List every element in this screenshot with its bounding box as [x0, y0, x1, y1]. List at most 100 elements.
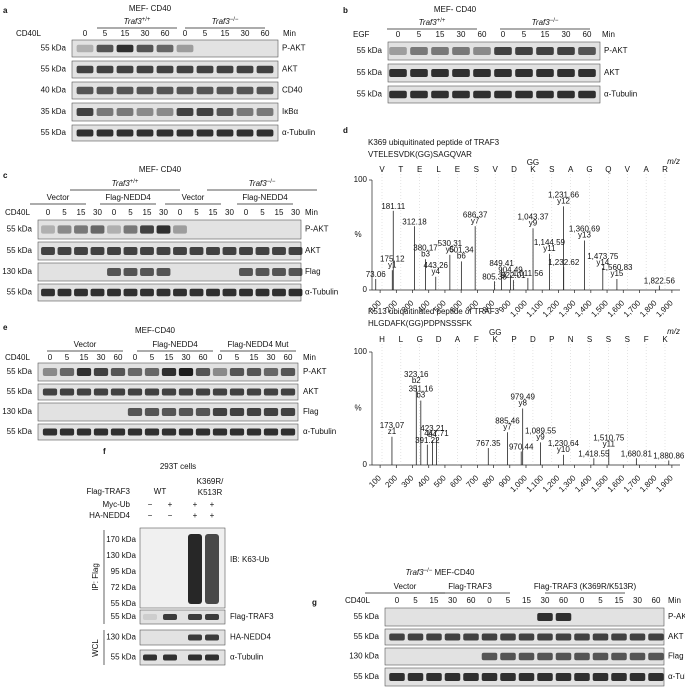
kda-label: 55 kDa: [41, 44, 67, 53]
unit-label: Min: [305, 208, 318, 217]
peak-label: 1,560.83: [601, 263, 633, 272]
peak-label: 323.16: [404, 370, 429, 379]
lane-label: 15: [436, 30, 445, 39]
peak-label: 686.37: [463, 210, 488, 219]
ladder-residue: A: [643, 165, 649, 174]
band: [74, 247, 88, 255]
ion-label: y7: [471, 216, 480, 225]
ladder-residue: G: [586, 165, 592, 174]
band: [407, 673, 424, 681]
band: [255, 268, 270, 276]
ladder-residue: A: [568, 165, 574, 174]
gene: Traf3: [419, 18, 438, 27]
blot: [387, 41, 601, 61]
band: [481, 652, 498, 661]
band: [537, 613, 553, 621]
lane-label: 5: [65, 353, 70, 362]
band: [463, 673, 479, 681]
genotype-sup: −/−: [230, 17, 239, 23]
band: [229, 368, 245, 376]
kda-label: 130 kDa: [349, 652, 379, 661]
band: [93, 428, 109, 436]
lane-label: 60: [161, 29, 170, 38]
x-tick-label: 1,100: [525, 298, 546, 319]
band: [74, 288, 88, 297]
lane-label: 5: [598, 596, 603, 605]
lane-label: 5: [260, 208, 265, 217]
lane-label: 15: [615, 596, 624, 605]
peak-label: 423.21: [420, 424, 445, 433]
peak-label: 1,822.56: [644, 277, 676, 286]
lane-label: 5: [128, 208, 133, 217]
peak-label: 73.06: [366, 270, 387, 279]
x-tick-label: 1,900: [654, 473, 675, 494]
band: [263, 368, 279, 376]
peak-label: 1,144.59: [534, 238, 566, 247]
lane-label: 60: [652, 596, 661, 605]
ion-label: y9: [536, 433, 545, 442]
y-tick-label: 0: [363, 460, 368, 469]
protein-label: α-Tubulin: [668, 672, 685, 681]
kda-label: 55 kDa: [41, 65, 67, 74]
genotype-sup: +/+: [142, 17, 151, 23]
band: [96, 108, 114, 116]
band: [473, 47, 491, 55]
band: [629, 652, 646, 661]
band: [178, 408, 194, 416]
protein-label: P-AKT: [282, 44, 306, 53]
panel-title: MEF- CD40: [139, 165, 182, 174]
y-tick-label: 0: [363, 285, 368, 294]
band: [537, 673, 553, 681]
genotype: Traf3−/−: [532, 18, 559, 28]
band: [555, 652, 572, 661]
x-tick-label: 1,000: [508, 298, 529, 319]
band: [195, 408, 211, 416]
band: [212, 408, 228, 416]
band: [592, 633, 609, 641]
genotype: Traf3+/+: [124, 17, 151, 27]
blot: [139, 609, 226, 625]
subgroup-label: Vector: [74, 340, 97, 349]
band: [123, 288, 138, 297]
band: [156, 288, 171, 297]
lane-label: 0: [83, 29, 88, 38]
band: [136, 108, 154, 116]
lane-label: 15: [77, 208, 86, 217]
ladder-residue: S: [606, 335, 611, 344]
x-tick-label: 1,300: [557, 298, 578, 319]
band: [161, 368, 177, 376]
band: [176, 65, 194, 74]
band: [96, 86, 114, 95]
subgroup-label: Vector: [394, 582, 417, 591]
protein-label: α-Tubulin: [303, 427, 336, 436]
gene: Traf3: [249, 179, 268, 188]
panel-title: Traf3−/− MEF-CD40: [406, 568, 476, 578]
lane-label: 30: [541, 596, 550, 605]
panel-title: 293T cells: [160, 462, 196, 471]
band: [272, 268, 286, 276]
treatment-label: CD40L: [345, 596, 370, 605]
condition-sign: −: [148, 511, 153, 520]
peak-label: 173.07: [380, 421, 405, 430]
ion-label: b3: [416, 391, 425, 400]
x-tick-label: 1,400: [573, 298, 594, 319]
band: [431, 90, 449, 99]
band: [178, 368, 194, 376]
band: [90, 247, 105, 255]
band: [280, 408, 296, 416]
band: [555, 613, 572, 621]
band: [156, 44, 174, 53]
x-tick-label: 1,700: [622, 298, 643, 319]
protein-label: P-AKT: [604, 46, 628, 55]
x-tick-label: 1,100: [525, 473, 546, 494]
band: [41, 247, 55, 255]
band: [263, 408, 279, 416]
band: [127, 368, 143, 376]
band: [494, 90, 512, 99]
lane-label: 15: [250, 353, 259, 362]
ion-label: y9: [529, 219, 538, 228]
band: [555, 633, 572, 641]
title-text: MEF-CD40: [432, 568, 475, 577]
lane-label: 5: [413, 596, 418, 605]
band: [123, 247, 138, 255]
